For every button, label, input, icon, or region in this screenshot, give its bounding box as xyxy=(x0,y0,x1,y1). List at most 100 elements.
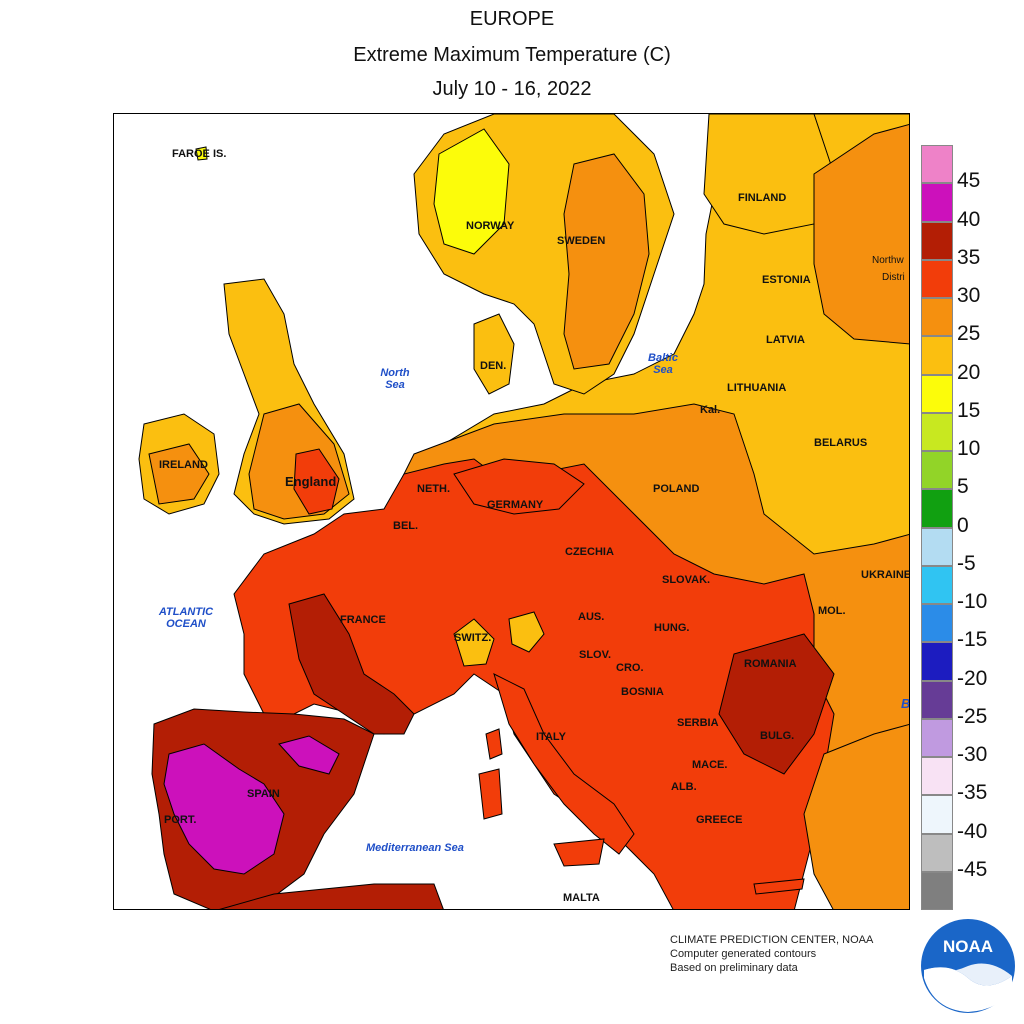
land-turkey xyxy=(803,724,909,909)
legend-swatch xyxy=(921,833,953,872)
land-sweden-warm xyxy=(563,153,650,370)
label-atlantic-line1: ATLANTIC xyxy=(158,606,214,618)
label-slov: SLOV. xyxy=(579,649,611,661)
legend-swatch xyxy=(921,757,953,796)
legend-tick-label: -40 xyxy=(957,819,988,843)
label-norway: NORWAY xyxy=(466,220,515,232)
credit-line-3: Based on preliminary data xyxy=(670,962,798,974)
credit-block: CLIMATE PREDICTION CENTER, NOAA Computer… xyxy=(670,933,873,975)
legend-swatch xyxy=(921,451,953,490)
legend-swatch xyxy=(921,489,953,528)
legend-tick-label: -10 xyxy=(957,590,988,613)
label-north-sea-line1: North xyxy=(380,367,410,379)
land-sardinia xyxy=(478,768,503,820)
label-sweden: SWEDEN xyxy=(557,235,606,247)
land-north-africa xyxy=(219,883,444,909)
map-period: July 10 - 16, 2022 xyxy=(432,78,592,100)
legend-swatch xyxy=(921,336,953,375)
label-baltic-sea: Baltic Sea xyxy=(644,352,682,376)
legend-swatch xyxy=(921,795,953,834)
label-mace: MACE. xyxy=(692,759,728,771)
label-finland: FINLAND xyxy=(738,192,787,204)
label-spain: SPAIN xyxy=(247,788,280,800)
land-crete xyxy=(753,878,805,895)
label-romania: ROMANIA xyxy=(744,658,797,670)
temperature-map: FAROE IS. NORWAY SWEDEN FINLAND ESTONIA … xyxy=(113,113,910,910)
legend-tick-label: 35 xyxy=(957,245,981,269)
land-iberia-hot xyxy=(163,743,285,875)
legend-tick-label: 15 xyxy=(957,398,981,422)
color-legend xyxy=(921,145,953,910)
land-ireland-warm xyxy=(148,443,210,505)
land-alps-cool-2 xyxy=(508,611,545,653)
label-baltic-sea-line1: Baltic xyxy=(648,352,678,364)
label-bulg: BULG. xyxy=(760,730,795,742)
land-sicily xyxy=(553,838,605,867)
legend-tick-label: -30 xyxy=(957,743,988,766)
label-greece: GREECE xyxy=(696,814,743,826)
label-alb: ALB. xyxy=(671,781,697,793)
legend-tick-label: -45 xyxy=(957,857,988,881)
label-mol: MOL. xyxy=(818,605,846,617)
noaa-logo-icon: NOAA xyxy=(921,919,1015,1013)
legend-swatch xyxy=(921,604,953,643)
land-norway-cool xyxy=(433,128,510,255)
label-baltic-sea-line2: Sea xyxy=(653,364,673,376)
label-b: B xyxy=(901,696,910,711)
label-cro: CRO. xyxy=(616,662,644,674)
legend-tick-label: -25 xyxy=(957,704,988,728)
legend-tick-label: 40 xyxy=(957,207,981,231)
label-neth: NETH. xyxy=(417,483,450,495)
label-atlantic-line2: OCEAN xyxy=(166,618,206,630)
label-france: FRANCE xyxy=(340,614,386,626)
label-ireland: IRELAND xyxy=(159,459,208,471)
legend-swatch xyxy=(921,718,953,757)
legend-swatch xyxy=(921,183,953,222)
label-serbia: SERBIA xyxy=(677,717,719,729)
label-italy: ITALY xyxy=(536,731,566,743)
legend-swatch xyxy=(921,680,953,719)
land-france-core xyxy=(288,593,415,735)
legend-swatch xyxy=(921,871,953,910)
legend-tick-label: 0 xyxy=(957,513,969,537)
legend-tick-label: 20 xyxy=(957,360,981,384)
legend-swatch xyxy=(921,221,953,260)
label-faroe: FAROE IS. xyxy=(172,148,227,160)
land-italy xyxy=(493,673,635,855)
land-germany-hot xyxy=(453,458,585,515)
land-corsica xyxy=(485,728,503,760)
label-hung: HUNG. xyxy=(654,622,690,634)
label-czechia: CZECHIA xyxy=(565,546,614,558)
land-faroe xyxy=(195,146,208,161)
credit-line-1: CLIMATE PREDICTION CENTER, NOAA xyxy=(670,934,874,946)
label-bel: BEL. xyxy=(393,520,419,532)
legend-swatch xyxy=(921,374,953,413)
label-port: PORT. xyxy=(164,814,197,826)
label-germany: GERMANY xyxy=(487,499,544,511)
label-atlantic: ATLANTIC OCEAN xyxy=(154,606,218,630)
label-switz: SWITZ. xyxy=(454,632,492,644)
label-poland: POLAND xyxy=(653,483,700,495)
legend-tick-label: -20 xyxy=(957,666,988,690)
label-england: England xyxy=(285,474,337,489)
legend-tick-label: 10 xyxy=(957,437,981,460)
legend-swatch xyxy=(921,642,953,681)
label-belarus: BELARUS xyxy=(814,437,868,449)
legend-tick-label: 5 xyxy=(957,475,969,499)
legend-tick-label: -35 xyxy=(957,781,988,805)
legend-swatch xyxy=(921,259,953,298)
label-northwest: Northw xyxy=(872,255,904,266)
land-balkans xyxy=(718,633,835,775)
land-alps-cool xyxy=(453,618,495,667)
land-denmark xyxy=(473,313,515,395)
legend-tick-label: 45 xyxy=(957,169,981,193)
label-denmark: DEN. xyxy=(480,360,507,372)
label-kal: Kal. xyxy=(700,404,721,416)
label-ukraine: UKRAINE xyxy=(861,569,910,581)
map-title: EUROPE xyxy=(469,8,555,30)
map-canvas xyxy=(138,114,909,909)
land-england-hot xyxy=(293,448,340,515)
legend-tick-label: -5 xyxy=(957,551,976,575)
legend-tick-label: 25 xyxy=(957,322,981,346)
label-bosnia: BOSNIA xyxy=(621,686,664,698)
